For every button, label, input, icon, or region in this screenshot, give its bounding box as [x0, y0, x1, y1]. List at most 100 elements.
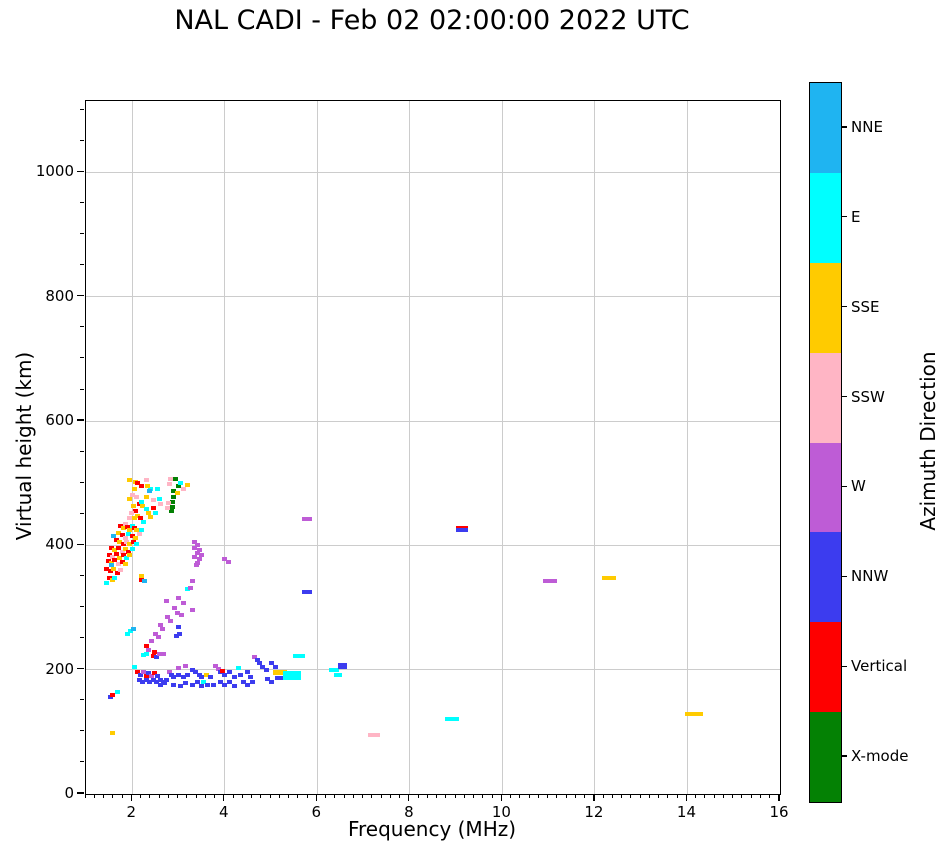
data-point: [119, 549, 125, 554]
x-axis-tick: [130, 794, 132, 801]
data-point: [132, 664, 138, 669]
data-point: [245, 682, 251, 687]
x-axis-tick-label: 10: [491, 803, 511, 821]
y-axis-minor-tick: [80, 606, 84, 608]
data-point: [149, 639, 155, 644]
data-point: [140, 504, 146, 509]
data-point: [141, 519, 147, 524]
data-point: [107, 569, 113, 574]
colorbar-segment-ssw: [810, 352, 841, 443]
data-point: [128, 511, 134, 516]
x-axis-minor-tick: [676, 794, 678, 798]
gridline-vertical: [316, 101, 318, 794]
x-axis-minor-tick: [658, 794, 660, 798]
x-axis-tick-label: 14: [676, 803, 696, 821]
data-point: [176, 672, 182, 677]
colorbar-segment-e: [810, 172, 841, 263]
data-point: [110, 731, 116, 736]
gridline-vertical: [501, 101, 503, 794]
data-point: [367, 732, 380, 737]
y-axis-tick: [77, 543, 84, 545]
data-point: [130, 627, 136, 632]
data-point: [334, 672, 343, 677]
data-point: [120, 553, 126, 558]
x-axis-minor-tick: [362, 794, 364, 798]
data-point: [139, 574, 145, 579]
data-point: [196, 557, 202, 562]
data-point: [143, 494, 149, 499]
data-point: [211, 682, 217, 687]
data-point: [201, 680, 207, 685]
x-axis-minor-tick: [260, 794, 262, 798]
data-point: [130, 539, 136, 544]
data-point: [139, 499, 145, 504]
x-axis-minor-tick: [84, 794, 86, 798]
x-axis-minor-tick: [695, 794, 697, 798]
data-point: [171, 494, 177, 499]
data-point: [147, 489, 153, 494]
data-point: [152, 631, 158, 636]
data-point: [143, 478, 149, 483]
data-point: [119, 533, 125, 538]
x-axis-minor-tick: [528, 794, 530, 798]
x-axis-minor-tick: [204, 794, 206, 798]
data-point: [165, 506, 171, 511]
colorbar-tick: [841, 306, 847, 308]
data-point: [455, 525, 468, 530]
colorbar-tick-label: X-mode: [851, 747, 909, 766]
data-point: [192, 546, 198, 551]
data-point: [139, 680, 145, 685]
x-axis-minor-tick: [732, 794, 734, 798]
data-point: [166, 670, 172, 675]
colorbar-segment-sse: [810, 262, 841, 353]
data-point: [104, 580, 110, 585]
gridline-horizontal: [86, 544, 780, 546]
data-point: [155, 635, 161, 640]
y-axis-minor-tick: [80, 730, 84, 732]
data-point: [124, 555, 130, 560]
data-point: [145, 671, 151, 676]
data-point: [217, 680, 223, 685]
data-point: [226, 670, 232, 675]
data-point: [172, 605, 178, 610]
data-point: [110, 578, 116, 583]
y-axis-minor-tick: [80, 357, 84, 359]
data-point: [257, 661, 263, 666]
data-point: [222, 557, 228, 562]
data-point: [149, 673, 155, 678]
data-point: [126, 549, 132, 554]
data-point: [685, 712, 704, 717]
gridline-vertical: [686, 101, 688, 794]
data-point: [122, 535, 128, 540]
data-point: [156, 651, 166, 656]
data-point: [231, 683, 237, 688]
y-axis-tick-label: 0: [64, 784, 74, 802]
data-point: [203, 672, 209, 677]
data-point: [174, 490, 180, 495]
data-point: [158, 682, 164, 687]
x-axis-minor-tick: [288, 794, 290, 798]
data-point: [136, 678, 142, 683]
x-axis-minor-tick: [241, 794, 243, 798]
data-point: [105, 558, 111, 563]
x-axis-minor-tick: [602, 794, 604, 798]
x-axis-minor-tick: [482, 794, 484, 798]
data-point: [150, 498, 156, 503]
data-point: [150, 654, 156, 659]
data-point: [155, 486, 161, 491]
data-point: [115, 690, 121, 695]
y-axis-label: Virtual height (km): [12, 351, 36, 541]
data-point: [129, 523, 135, 528]
colorbar-tick: [841, 755, 847, 757]
colorbar-segment-nnw: [810, 532, 841, 623]
data-point: [132, 487, 138, 492]
data-point: [164, 677, 170, 682]
gridline-horizontal: [86, 420, 780, 422]
colorbar-tick-label: SSW: [851, 387, 885, 406]
data-point: [143, 644, 149, 649]
data-point: [236, 665, 242, 670]
data-point: [114, 570, 120, 575]
data-point: [226, 680, 232, 685]
data-point: [328, 667, 339, 672]
